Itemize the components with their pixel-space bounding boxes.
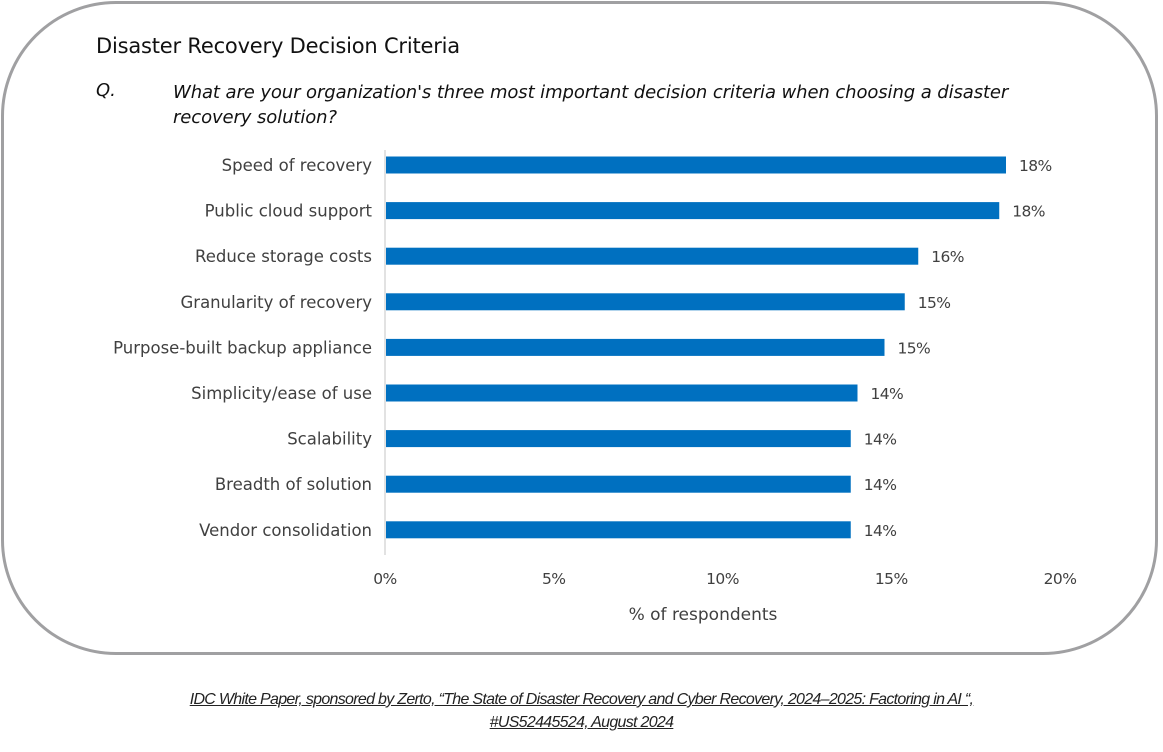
- question-label: Q.: [96, 80, 116, 101]
- data-label: 14%: [864, 431, 897, 449]
- x-tick-label: 10%: [706, 570, 739, 588]
- bar: [386, 202, 1000, 220]
- x-axis-ticks: 0% 5% 10% 15% 20%: [373, 570, 1077, 588]
- category-label: Granularity of recovery: [181, 293, 373, 312]
- bar-row: Public cloud support 18%: [205, 202, 1046, 221]
- data-label: 15%: [898, 339, 931, 357]
- x-axis-title: % of respondents: [629, 605, 778, 625]
- chart-title: Disaster Recovery Decision Criteria: [96, 34, 460, 58]
- category-label: Reduce storage costs: [195, 247, 372, 266]
- source-citation[interactable]: IDC White Paper, sponsored by Zerto, “Th…: [60, 688, 1103, 734]
- bar-chart: Speed of recovery 18%Public cloud support…: [113, 150, 1077, 625]
- survey-question: What are your organization's three most …: [173, 82, 1009, 128]
- chart-frame: [1, 1, 1158, 655]
- bar: [386, 338, 885, 356]
- category-label: Public cloud support: [205, 202, 373, 221]
- bar-row: Granularity of recovery 15%: [181, 293, 952, 312]
- citation-line-1[interactable]: IDC White Paper, sponsored by Zerto, “Th…: [189, 691, 974, 708]
- x-tick-label: 20%: [1044, 570, 1077, 588]
- category-label: Purpose-built backup appliance: [113, 338, 372, 357]
- data-label: 14%: [871, 385, 904, 403]
- bar-row: Simplicity/ease of use 14%: [191, 384, 904, 403]
- x-tick-label: 0%: [373, 570, 396, 588]
- bar: [386, 293, 905, 311]
- x-tick-label: 5%: [542, 570, 565, 588]
- bar-row: Speed of recovery 18%: [222, 156, 1053, 175]
- bar-row: Vendor consolidation 14%: [199, 521, 897, 540]
- bar-row: Purpose-built backup appliance 15%: [113, 338, 931, 357]
- bar: [386, 475, 851, 493]
- bar-row: Reduce storage costs 16%: [195, 247, 965, 266]
- data-label: 15%: [918, 294, 951, 312]
- data-label: 18%: [1019, 157, 1052, 175]
- bar-row: Breadth of solution 14%: [215, 475, 897, 494]
- data-label: 16%: [931, 248, 964, 266]
- bar: [386, 430, 851, 448]
- category-label: Scalability: [287, 430, 372, 449]
- category-label: Speed of recovery: [222, 156, 373, 175]
- bar: [386, 521, 851, 539]
- bar-row: Scalability 14%: [287, 430, 897, 449]
- bar: [386, 384, 858, 402]
- bar: [386, 156, 1006, 174]
- category-label: Simplicity/ease of use: [191, 384, 372, 403]
- category-label: Vendor consolidation: [199, 521, 372, 540]
- data-label: 14%: [864, 522, 897, 540]
- data-label: 18%: [1012, 203, 1045, 221]
- data-label: 14%: [864, 476, 897, 494]
- bar: [386, 247, 919, 265]
- x-tick-label: 15%: [875, 570, 908, 588]
- category-label: Breadth of solution: [215, 475, 372, 494]
- bars-group: Speed of recovery 18%Public cloud support…: [113, 156, 1052, 540]
- citation-line-2[interactable]: #US52445524, August 2024: [489, 714, 674, 731]
